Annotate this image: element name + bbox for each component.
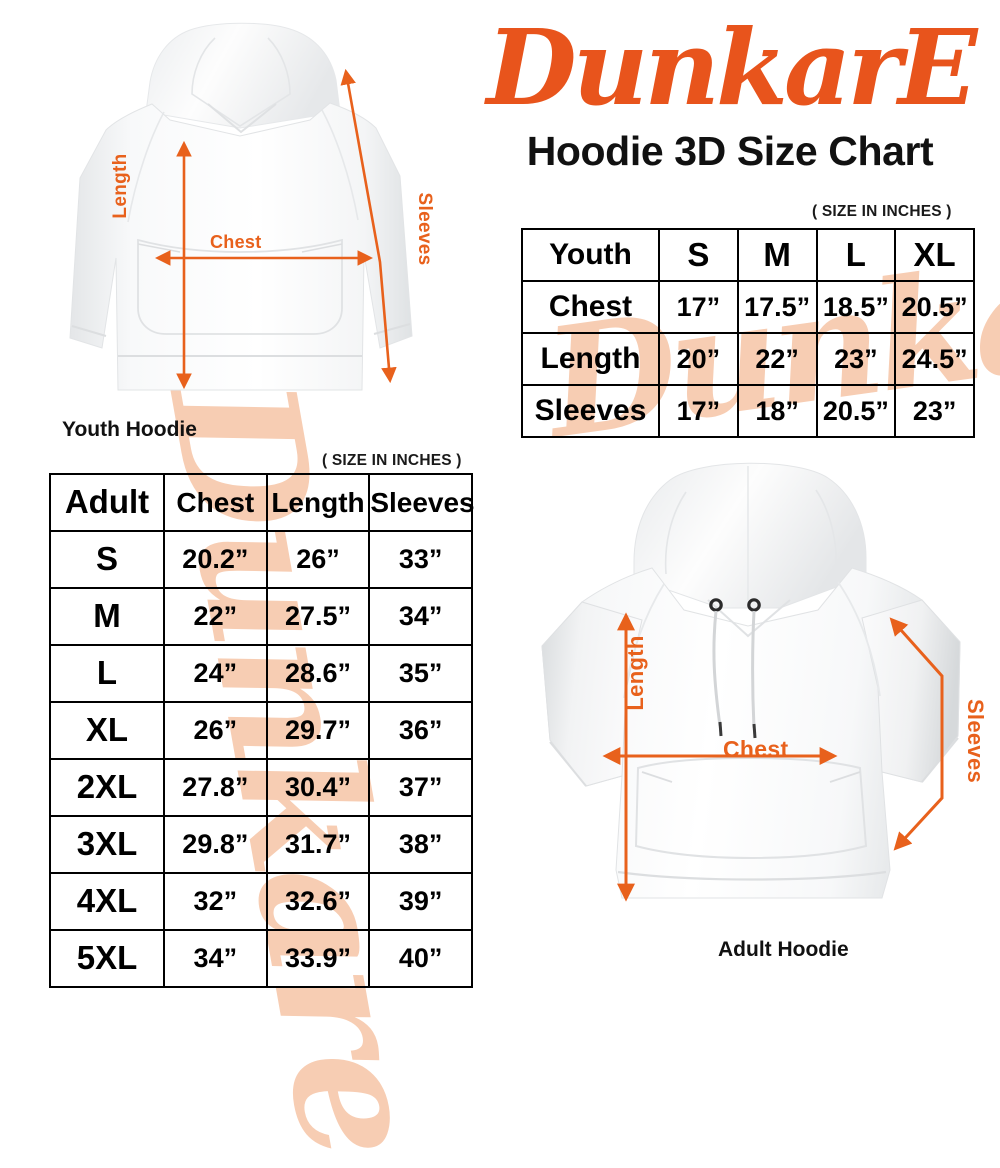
youth-col-xl: XL xyxy=(894,228,975,282)
adult-length-4xl: 32.6” xyxy=(265,872,371,931)
adult-size-l: L xyxy=(49,644,165,703)
adult-chest-m: 22” xyxy=(163,587,268,646)
youth-length-xl: 24.5” xyxy=(894,332,975,386)
youth-sleeves-xl: 23” xyxy=(894,384,975,438)
table-row: XL 26” 29.7” 36” xyxy=(49,701,473,760)
table-row: 5XL 34” 33.9” 40” xyxy=(49,929,473,988)
youth-sleeves-label: Sleeves xyxy=(414,192,435,266)
adult-sleeves-3xl: 38” xyxy=(368,815,473,874)
youth-length-label: Length xyxy=(110,153,131,219)
adult-hoodie-illustration xyxy=(530,450,990,930)
table-row: Chest 17” 17.5” 18.5” 20.5” xyxy=(521,280,975,334)
youth-length-m: 22” xyxy=(736,332,818,386)
youth-length-l: 23” xyxy=(815,332,897,386)
youth-row-label-chest: Chest xyxy=(521,280,660,334)
adult-size-table: Adult Chest Length Sleeves S 20.2” 26” 3… xyxy=(49,473,475,988)
youth-size-in-inches-note: ( SIZE IN INCHES ) xyxy=(812,203,952,220)
youth-size-table: Youth S M L XL Chest 17” 17.5” 18.5” 20.… xyxy=(521,228,975,438)
adult-length-3xl: 31.7” xyxy=(265,815,371,874)
adult-sleeves-s: 33” xyxy=(368,530,473,589)
table-row: 2XL 27.8” 30.4” 37” xyxy=(49,758,473,817)
table-row: 4XL 32” 32.6” 39” xyxy=(49,872,473,931)
youth-sleeves-l: 20.5” xyxy=(815,384,897,438)
table-row: M 22” 27.5” 34” xyxy=(49,587,473,646)
adult-length-label: Length xyxy=(623,635,648,711)
brand-logo: DunkarE xyxy=(470,12,990,132)
adult-sleeves-m: 34” xyxy=(368,587,473,646)
table-row: 3XL 29.8” 31.7” 38” xyxy=(49,815,473,874)
youth-corner-label: Youth xyxy=(521,228,660,282)
youth-chest-l: 18.5” xyxy=(815,280,897,334)
adult-size-s: S xyxy=(49,530,165,589)
youth-chest-label: Chest xyxy=(210,232,262,252)
adult-size-xl: XL xyxy=(49,701,165,760)
youth-row-label-length: Length xyxy=(521,332,660,386)
youth-chest-s: 17” xyxy=(658,280,739,334)
youth-hoodie-illustration xyxy=(40,8,460,408)
youth-sleeves-arrow xyxy=(340,68,397,384)
adult-sleeves-label: Sleeves xyxy=(963,698,988,784)
adult-col-length: Length xyxy=(265,473,371,532)
adult-length-2xl: 30.4” xyxy=(265,758,371,817)
adult-size-table-wrapper: Adult Chest Length Sleeves S 20.2” 26” 3… xyxy=(49,473,475,988)
youth-sleeves-m: 18” xyxy=(736,384,818,438)
adult-size-in-inches-note: ( SIZE IN INCHES ) xyxy=(322,452,462,469)
adult-size-3xl: 3XL xyxy=(49,815,165,874)
page-title: Hoodie 3D Size Chart xyxy=(526,128,934,174)
adult-length-l: 28.6” xyxy=(265,644,371,703)
table-row: Length 20” 22” 23” 24.5” xyxy=(521,332,975,386)
adult-col-sleeves: Sleeves xyxy=(368,473,475,532)
adult-col-chest: Chest xyxy=(163,473,268,532)
adult-length-s: 26” xyxy=(265,530,371,589)
adult-chest-label: Chest xyxy=(723,736,789,762)
adult-sleeves-4xl: 39” xyxy=(368,872,473,931)
youth-size-table-wrapper: Youth S M L XL Chest 17” 17.5” 18.5” 20.… xyxy=(521,228,975,438)
adult-col-adult: Adult xyxy=(49,473,165,532)
youth-chest-m: 17.5” xyxy=(736,280,818,334)
youth-col-m: M xyxy=(736,228,818,282)
adult-chest-s: 20.2” xyxy=(163,530,268,589)
adult-length-xl: 29.7” xyxy=(265,701,371,760)
adult-chest-xl: 26” xyxy=(163,701,268,760)
adult-size-2xl: 2XL xyxy=(49,758,165,817)
youth-hoodie-caption: Youth Hoodie xyxy=(62,418,197,441)
table-row: S 20.2” 26” 33” xyxy=(49,530,473,589)
table-header-row: Adult Chest Length Sleeves xyxy=(49,473,475,532)
adult-size-4xl: 4XL xyxy=(49,872,165,931)
youth-row-label-sleeves: Sleeves xyxy=(521,384,660,438)
adult-sleeves-2xl: 37” xyxy=(368,758,473,817)
youth-sleeves-s: 17” xyxy=(658,384,739,438)
youth-chest-xl: 20.5” xyxy=(894,280,975,334)
adult-chest-2xl: 27.8” xyxy=(163,758,268,817)
brand-logo-text: DunkarE xyxy=(484,12,980,129)
table-row: Sleeves 17” 18” 20.5” 23” xyxy=(521,384,975,438)
table-header-row: Youth S M L XL xyxy=(521,228,975,282)
adult-chest-l: 24” xyxy=(163,644,268,703)
adult-length-m: 27.5” xyxy=(265,587,371,646)
youth-col-s: S xyxy=(658,228,739,282)
adult-chest-3xl: 29.8” xyxy=(163,815,268,874)
table-row: L 24” 28.6” 35” xyxy=(49,644,473,703)
youth-col-l: L xyxy=(815,228,897,282)
adult-sleeves-arrow xyxy=(889,617,944,851)
adult-length-5xl: 33.9” xyxy=(265,929,371,988)
adult-size-m: M xyxy=(49,587,165,646)
adult-chest-5xl: 34” xyxy=(163,929,268,988)
adult-size-5xl: 5XL xyxy=(49,929,165,988)
adult-chest-4xl: 32” xyxy=(163,872,268,931)
adult-sleeves-xl: 36” xyxy=(368,701,473,760)
adult-sleeves-l: 35” xyxy=(368,644,473,703)
adult-hoodie-caption: Adult Hoodie xyxy=(718,938,849,961)
adult-sleeves-5xl: 40” xyxy=(368,929,473,988)
youth-length-s: 20” xyxy=(658,332,739,386)
